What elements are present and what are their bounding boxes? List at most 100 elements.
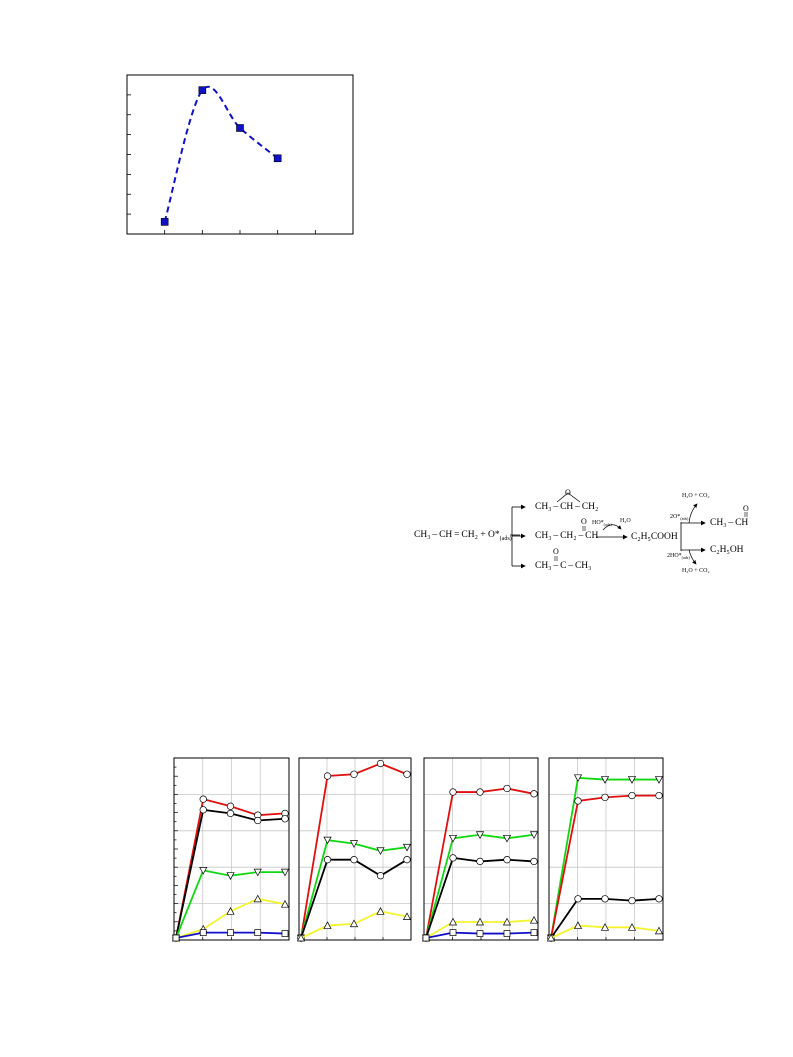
- top-chart-series-line: [163, 85, 279, 223]
- panel-data-point: [171, 933, 181, 942]
- panel-data-point: [600, 776, 610, 784]
- panel-data-point: [449, 788, 457, 796]
- panel-frame: [423, 757, 539, 941]
- top-chart-points: [160, 86, 282, 226]
- scheme-propionic-acid: C₂H₅COOH: [631, 532, 678, 542]
- panel-data-point: [421, 934, 431, 943]
- panel-series-line: [425, 856, 535, 939]
- panel-data-point: [199, 795, 207, 803]
- panel-data-point: [376, 847, 385, 856]
- panel-data-point: [323, 856, 332, 864]
- panel-data-point: [403, 770, 411, 778]
- panel-data-point: [403, 856, 411, 864]
- scheme-two-o-ads: 2O*(ads): [670, 514, 689, 522]
- panel-data-point: [226, 802, 235, 810]
- scheme-acetaldehyde: CH₃ – CH: [710, 518, 749, 528]
- panel-data-point: [226, 809, 235, 818]
- panel-3: [421, 757, 539, 943]
- panel-data-point: [172, 934, 180, 942]
- panel-series-line: [425, 919, 535, 939]
- panel-data-point: [253, 868, 262, 877]
- panel-data-point: [547, 934, 555, 942]
- bottom-panels: [171, 757, 664, 943]
- top-data-point: [273, 154, 282, 163]
- panel-data-point: [654, 926, 664, 935]
- panel-series-line: [175, 897, 286, 939]
- panel-data-point: [172, 934, 180, 942]
- panel-series-line: [550, 794, 659, 939]
- panel-data-point: [323, 921, 332, 929]
- panel-data-point: [280, 868, 290, 877]
- scheme-top-products: H₂O + CO₂: [682, 493, 710, 499]
- panel-data-point: [376, 872, 385, 880]
- panel-data-point: [227, 929, 234, 937]
- panel-data-point: [627, 923, 637, 931]
- panel-data-point: [422, 934, 430, 942]
- panel-data-point: [475, 917, 485, 926]
- panel-data-point: [280, 899, 290, 908]
- panel-data-point: [350, 770, 358, 778]
- panel-data-point: [600, 923, 610, 931]
- panel-data-point: [349, 919, 359, 928]
- panel-series-line: [175, 808, 286, 939]
- panel-data-point: [502, 834, 512, 843]
- panel-data-point: [448, 834, 458, 843]
- panel-data-point: [655, 791, 663, 800]
- panel-data-point: [402, 843, 412, 852]
- panel-series-line: [425, 787, 535, 939]
- panel-data-point: [349, 840, 359, 848]
- panel-data-point: [628, 896, 636, 905]
- panel-data-point: [350, 856, 358, 864]
- panel-data-point: [323, 772, 332, 780]
- panel-data-point: [254, 816, 262, 825]
- panel-data-point: [254, 929, 262, 937]
- panel-data-point: [529, 915, 539, 924]
- panel-data-point: [601, 895, 609, 903]
- panel-data-point: [422, 934, 430, 942]
- panel-series-line: [300, 858, 408, 939]
- panel-data-point: [254, 811, 262, 819]
- panel-series-line: [300, 910, 408, 939]
- scheme-epoxide-ring: [556, 492, 581, 503]
- panel-data-point: [655, 895, 663, 903]
- panel-data-point: [402, 912, 412, 920]
- panel-data-point: [323, 836, 332, 845]
- reaction-scheme: CH₃ – CH = CH₂ + O*(ads) CH₃ – CH – CH₂ …: [400, 480, 780, 590]
- panel-data-point: [573, 921, 583, 929]
- scheme-acetaldehyde-oxygen: O: [743, 504, 749, 513]
- scheme-propanal-oxygen: O: [581, 517, 587, 526]
- panel-data-point: [449, 929, 457, 937]
- panel-data-point: [476, 930, 484, 937]
- panel-data-point: [199, 929, 207, 937]
- panel-data-point: [281, 930, 289, 937]
- panel-4: [546, 757, 664, 943]
- panel-frame: [548, 757, 664, 941]
- top-data-point: [198, 86, 207, 94]
- panel-data-point: [546, 933, 556, 942]
- scheme-two-ho-ads: 2HO*(ads): [667, 553, 690, 561]
- scheme-acetone: CH₃ – C – CH₃: [535, 561, 592, 571]
- panel-data-point: [281, 815, 289, 823]
- panel-data-point: [296, 934, 306, 943]
- panel-data-point: [199, 806, 207, 814]
- panel-1: [171, 757, 290, 943]
- top-chart-frame: [126, 74, 354, 235]
- panel-series-line: [425, 833, 535, 939]
- panel-series-line: [175, 798, 286, 939]
- top-chart: [126, 74, 354, 235]
- scheme-curved-arrow-bottom: [688, 549, 697, 565]
- panel-data-point: [530, 857, 538, 866]
- panel-data-point: [654, 776, 664, 784]
- panel-series-line: [550, 924, 660, 939]
- panel-data-point: [475, 831, 485, 839]
- scheme-propanal: CH₃ – CH₂ – CH: [535, 531, 599, 541]
- panel-frame: [298, 757, 412, 941]
- panel-data-point: [628, 791, 636, 800]
- panel-data-point: [574, 797, 582, 805]
- panel-data-point: [573, 774, 583, 783]
- scheme-curved-arrow-top: [688, 503, 698, 524]
- panel-data-point: [503, 930, 511, 937]
- top-data-point: [236, 124, 244, 132]
- panel-data-point: [529, 831, 539, 839]
- scheme-ethanol: C₂H₅OH: [710, 545, 744, 555]
